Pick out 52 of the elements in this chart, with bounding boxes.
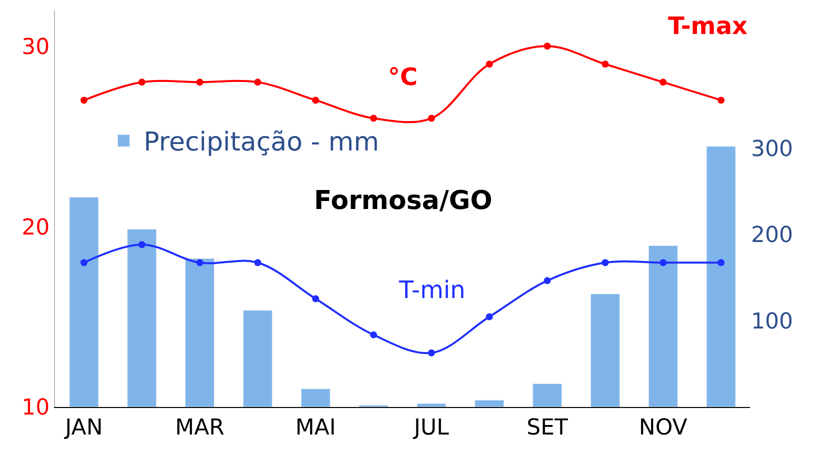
point bbox=[718, 259, 725, 266]
point bbox=[602, 259, 609, 266]
point bbox=[370, 331, 378, 338]
point bbox=[660, 78, 667, 86]
x-tick-label: MAI bbox=[295, 415, 336, 440]
bar bbox=[185, 258, 215, 407]
point bbox=[138, 241, 146, 248]
x-tick-label: NOV bbox=[638, 415, 688, 440]
x-tick-label: JAN bbox=[63, 415, 103, 440]
point bbox=[80, 96, 88, 104]
bar bbox=[300, 388, 330, 407]
point bbox=[660, 259, 667, 266]
point bbox=[370, 114, 378, 122]
bar bbox=[706, 146, 736, 407]
point bbox=[138, 78, 146, 86]
y-tick-label: 20 bbox=[22, 215, 50, 240]
point bbox=[428, 349, 435, 356]
legend-label: Precipitação - mm bbox=[144, 128, 380, 158]
x-tick-label: SET bbox=[526, 415, 568, 440]
y-tick-label: 30 bbox=[22, 34, 50, 60]
point bbox=[196, 78, 204, 86]
point bbox=[486, 60, 493, 68]
point bbox=[544, 277, 551, 284]
series-label: T-min bbox=[398, 276, 466, 304]
bar bbox=[532, 383, 562, 407]
point bbox=[544, 42, 551, 50]
point bbox=[602, 60, 609, 68]
bar bbox=[69, 197, 99, 407]
bar bbox=[474, 400, 504, 407]
point bbox=[312, 96, 320, 104]
point bbox=[428, 114, 435, 122]
y2-tick-label: 300 bbox=[751, 136, 793, 162]
y2-tick-label: 200 bbox=[751, 223, 793, 248]
y-axis-title: °C bbox=[388, 63, 418, 91]
point bbox=[312, 295, 320, 302]
point bbox=[80, 259, 88, 266]
point bbox=[196, 259, 204, 266]
y-tick-label: 10 bbox=[22, 396, 50, 421]
bar bbox=[648, 245, 678, 407]
bar bbox=[242, 310, 272, 407]
bar bbox=[416, 403, 446, 407]
text: Formosa/GO bbox=[314, 186, 492, 216]
point bbox=[254, 78, 262, 86]
point bbox=[486, 313, 493, 320]
point bbox=[254, 259, 262, 266]
point bbox=[718, 96, 725, 104]
x-tick-label: MAR bbox=[175, 415, 224, 440]
x-tick-label: JUL bbox=[412, 415, 450, 440]
bar bbox=[127, 228, 157, 407]
series-label: T-max bbox=[668, 12, 748, 40]
y2-tick-label: 100 bbox=[751, 309, 793, 334]
bar bbox=[590, 294, 620, 407]
